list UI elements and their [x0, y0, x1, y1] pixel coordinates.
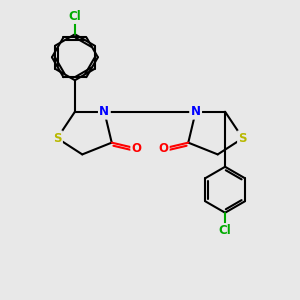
Text: N: N — [190, 105, 201, 118]
Text: O: O — [158, 142, 168, 155]
Text: S: S — [238, 132, 247, 145]
Text: S: S — [53, 132, 61, 145]
Text: N: N — [99, 105, 110, 118]
Text: Cl: Cl — [68, 10, 81, 22]
Text: Cl: Cl — [219, 224, 232, 238]
Text: O: O — [132, 142, 142, 155]
